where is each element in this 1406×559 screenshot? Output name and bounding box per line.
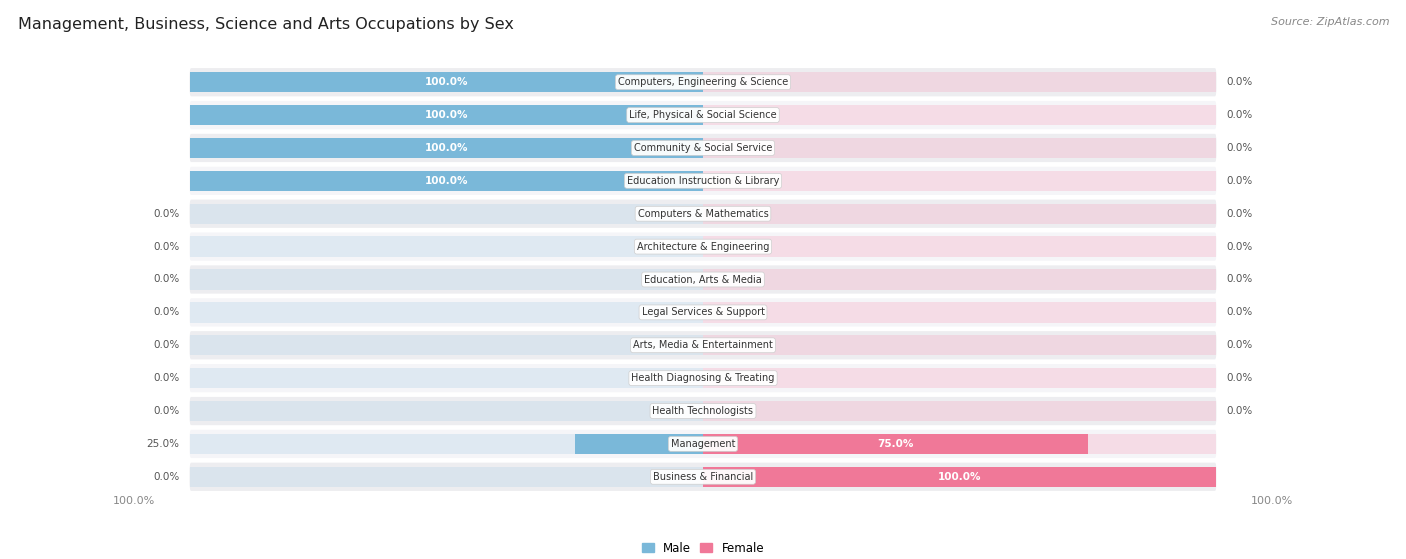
Text: 0.0%: 0.0% — [1227, 340, 1253, 350]
Text: 100.0%: 100.0% — [1251, 496, 1294, 506]
FancyBboxPatch shape — [190, 463, 1216, 491]
FancyBboxPatch shape — [190, 68, 1216, 96]
Text: 0.0%: 0.0% — [153, 241, 179, 252]
Text: 0.0%: 0.0% — [153, 340, 179, 350]
Bar — [190, 203, 703, 224]
Text: 0.0%: 0.0% — [1227, 110, 1253, 120]
Text: 0.0%: 0.0% — [1227, 241, 1253, 252]
FancyBboxPatch shape — [190, 331, 1216, 359]
Text: Community & Social Service: Community & Social Service — [634, 143, 772, 153]
Text: Management, Business, Science and Arts Occupations by Sex: Management, Business, Science and Arts O… — [18, 17, 515, 32]
FancyBboxPatch shape — [190, 167, 1216, 195]
Text: Management: Management — [671, 439, 735, 449]
Bar — [703, 236, 1216, 257]
Bar — [190, 335, 703, 356]
Text: 100.0%: 100.0% — [112, 496, 155, 506]
Bar — [190, 401, 703, 421]
Bar — [703, 105, 1216, 125]
Bar — [703, 434, 1216, 454]
Bar — [190, 138, 703, 158]
Bar — [703, 170, 1216, 191]
Bar — [190, 302, 703, 323]
FancyBboxPatch shape — [190, 266, 1216, 293]
Text: 75.0%: 75.0% — [877, 439, 914, 449]
Text: Health Technologists: Health Technologists — [652, 406, 754, 416]
Text: 0.0%: 0.0% — [1227, 77, 1253, 87]
Bar — [703, 269, 1216, 290]
Text: Architecture & Engineering: Architecture & Engineering — [637, 241, 769, 252]
Text: Computers & Mathematics: Computers & Mathematics — [638, 209, 768, 219]
Text: 100.0%: 100.0% — [425, 110, 468, 120]
FancyBboxPatch shape — [190, 299, 1216, 326]
Text: Business & Financial: Business & Financial — [652, 472, 754, 482]
Text: 0.0%: 0.0% — [153, 472, 179, 482]
Bar — [703, 401, 1216, 421]
Text: Source: ZipAtlas.com: Source: ZipAtlas.com — [1271, 17, 1389, 27]
FancyBboxPatch shape — [190, 134, 1216, 162]
Bar — [190, 269, 703, 290]
Bar — [703, 368, 1216, 389]
Text: 0.0%: 0.0% — [1227, 143, 1253, 153]
Bar — [190, 170, 703, 191]
Bar — [703, 467, 1216, 487]
Text: Health Diagnosing & Treating: Health Diagnosing & Treating — [631, 373, 775, 383]
Text: 0.0%: 0.0% — [1227, 406, 1253, 416]
Text: 0.0%: 0.0% — [153, 274, 179, 285]
Text: 25.0%: 25.0% — [146, 439, 179, 449]
Bar — [703, 203, 1216, 224]
Bar — [190, 105, 703, 125]
Bar — [703, 138, 1216, 158]
Bar — [190, 368, 703, 389]
Text: 0.0%: 0.0% — [153, 373, 179, 383]
Text: Legal Services & Support: Legal Services & Support — [641, 307, 765, 318]
Bar — [190, 467, 703, 487]
Text: Education, Arts & Media: Education, Arts & Media — [644, 274, 762, 285]
Text: Arts, Media & Entertainment: Arts, Media & Entertainment — [633, 340, 773, 350]
FancyBboxPatch shape — [190, 200, 1216, 228]
Legend: Male, Female: Male, Female — [637, 537, 769, 559]
Text: 100.0%: 100.0% — [425, 143, 468, 153]
Bar — [190, 170, 703, 191]
Bar — [190, 72, 703, 92]
FancyBboxPatch shape — [190, 397, 1216, 425]
Bar — [703, 302, 1216, 323]
Text: 0.0%: 0.0% — [1227, 176, 1253, 186]
Text: 0.0%: 0.0% — [153, 406, 179, 416]
FancyBboxPatch shape — [190, 233, 1216, 260]
Bar — [190, 236, 703, 257]
Text: Education Instruction & Library: Education Instruction & Library — [627, 176, 779, 186]
Text: 100.0%: 100.0% — [938, 472, 981, 482]
Bar — [703, 335, 1216, 356]
Text: 0.0%: 0.0% — [1227, 209, 1253, 219]
Text: 0.0%: 0.0% — [153, 209, 179, 219]
Bar — [703, 434, 1088, 454]
FancyBboxPatch shape — [190, 364, 1216, 392]
Text: 0.0%: 0.0% — [1227, 373, 1253, 383]
Text: 0.0%: 0.0% — [1227, 274, 1253, 285]
Bar — [190, 138, 703, 158]
Text: 100.0%: 100.0% — [425, 176, 468, 186]
Text: 100.0%: 100.0% — [425, 77, 468, 87]
Bar — [703, 72, 1216, 92]
FancyBboxPatch shape — [190, 101, 1216, 129]
Text: 0.0%: 0.0% — [1227, 307, 1253, 318]
Text: Life, Physical & Social Science: Life, Physical & Social Science — [630, 110, 776, 120]
Bar — [703, 467, 1216, 487]
Text: 0.0%: 0.0% — [153, 307, 179, 318]
Bar — [190, 72, 703, 92]
Text: Computers, Engineering & Science: Computers, Engineering & Science — [617, 77, 789, 87]
Bar — [190, 105, 703, 125]
Bar — [190, 434, 703, 454]
Bar — [575, 434, 703, 454]
FancyBboxPatch shape — [190, 430, 1216, 458]
